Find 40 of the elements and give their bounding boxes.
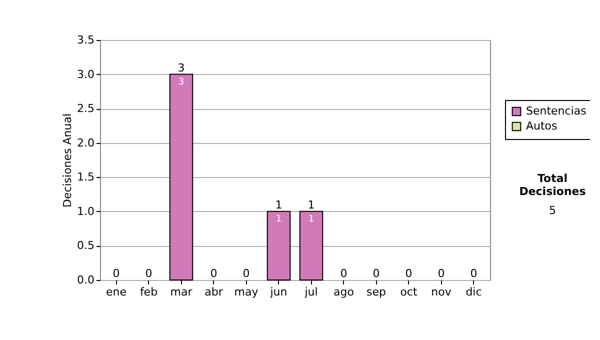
total-label: 0 <box>438 267 445 280</box>
y-axis-title: Decisiones Anual <box>61 113 74 208</box>
legend-label: Sentencias <box>526 104 587 118</box>
text: Total Decisiones <box>518 172 587 198</box>
y-tick-label: 3.5 <box>77 34 94 46</box>
y-tick-label: 1.0 <box>77 204 94 218</box>
x-tick-label: jun <box>269 286 288 298</box>
total-label: 0 <box>470 267 478 280</box>
x-tick-label: nov <box>431 286 452 298</box>
y-tick-label: 2.5 <box>77 102 94 116</box>
total-label: 0 <box>210 267 218 280</box>
x-tick-label: mar <box>170 286 193 298</box>
data-label: 3 <box>178 77 184 88</box>
y-tick-label: 2.0 <box>77 136 94 150</box>
x-tick-label: abr <box>204 286 224 298</box>
text: 5 <box>548 204 557 217</box>
total-label: 0 <box>145 267 152 280</box>
data-label: 1 <box>308 214 314 224</box>
total-label: 0 <box>372 267 380 280</box>
total-label: 3 <box>178 61 185 74</box>
total-label: 0 <box>112 267 120 280</box>
x-tick-label: oct <box>400 286 418 298</box>
y-tick-label: 1.5 <box>77 170 94 184</box>
y-tick-label: 0.5 <box>77 239 94 252</box>
total-label: 0 <box>242 267 250 280</box>
data-label: 1 <box>276 214 282 224</box>
y-tick-label: 0.0 <box>77 274 94 286</box>
total-label: 1 <box>308 198 315 212</box>
x-tick-label: sep <box>366 286 386 298</box>
total-label: 0 <box>405 267 412 280</box>
total-label: 1 <box>275 198 282 212</box>
x-tick-label: dic <box>466 286 482 298</box>
x-tick-label: jul <box>304 286 318 298</box>
total-label: 0 <box>340 267 348 280</box>
legend-label: Autos <box>526 120 558 132</box>
x-tick-label: ago <box>334 286 354 298</box>
x-tick-label: may <box>234 286 259 298</box>
x-tick-label: feb <box>140 286 158 298</box>
y-tick-label: 3.0 <box>77 68 94 81</box>
x-tick-label: ene <box>106 286 127 298</box>
